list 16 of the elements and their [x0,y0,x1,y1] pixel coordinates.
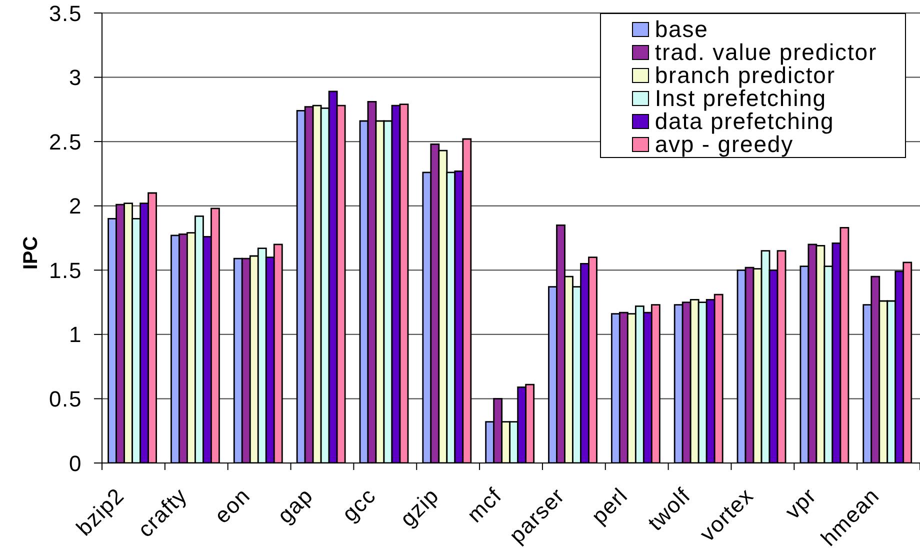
y-tick-label: 3 [68,65,82,90]
x-tick-label: eon [210,482,255,528]
legend-label: base [654,16,708,42]
x-tick-label: gcc [337,482,381,526]
x-tick-label: vpr [780,482,822,524]
y-tick-label: 2.5 [49,129,82,154]
x-tick-label: gap [272,482,318,528]
y-tick-label: 0.5 [49,386,82,412]
y-tick-label: 2 [68,194,82,219]
y-tick-label: 1 [68,322,82,348]
legend-label: trad. value predictor [654,39,877,65]
y-tick-label: 1.5 [49,258,82,283]
y-axis-title: IPC [20,236,42,270]
y-tick-label: 3.5 [49,0,82,26]
x-tick-label: mcf [462,482,507,528]
y-tick-label: 0 [68,450,82,476]
